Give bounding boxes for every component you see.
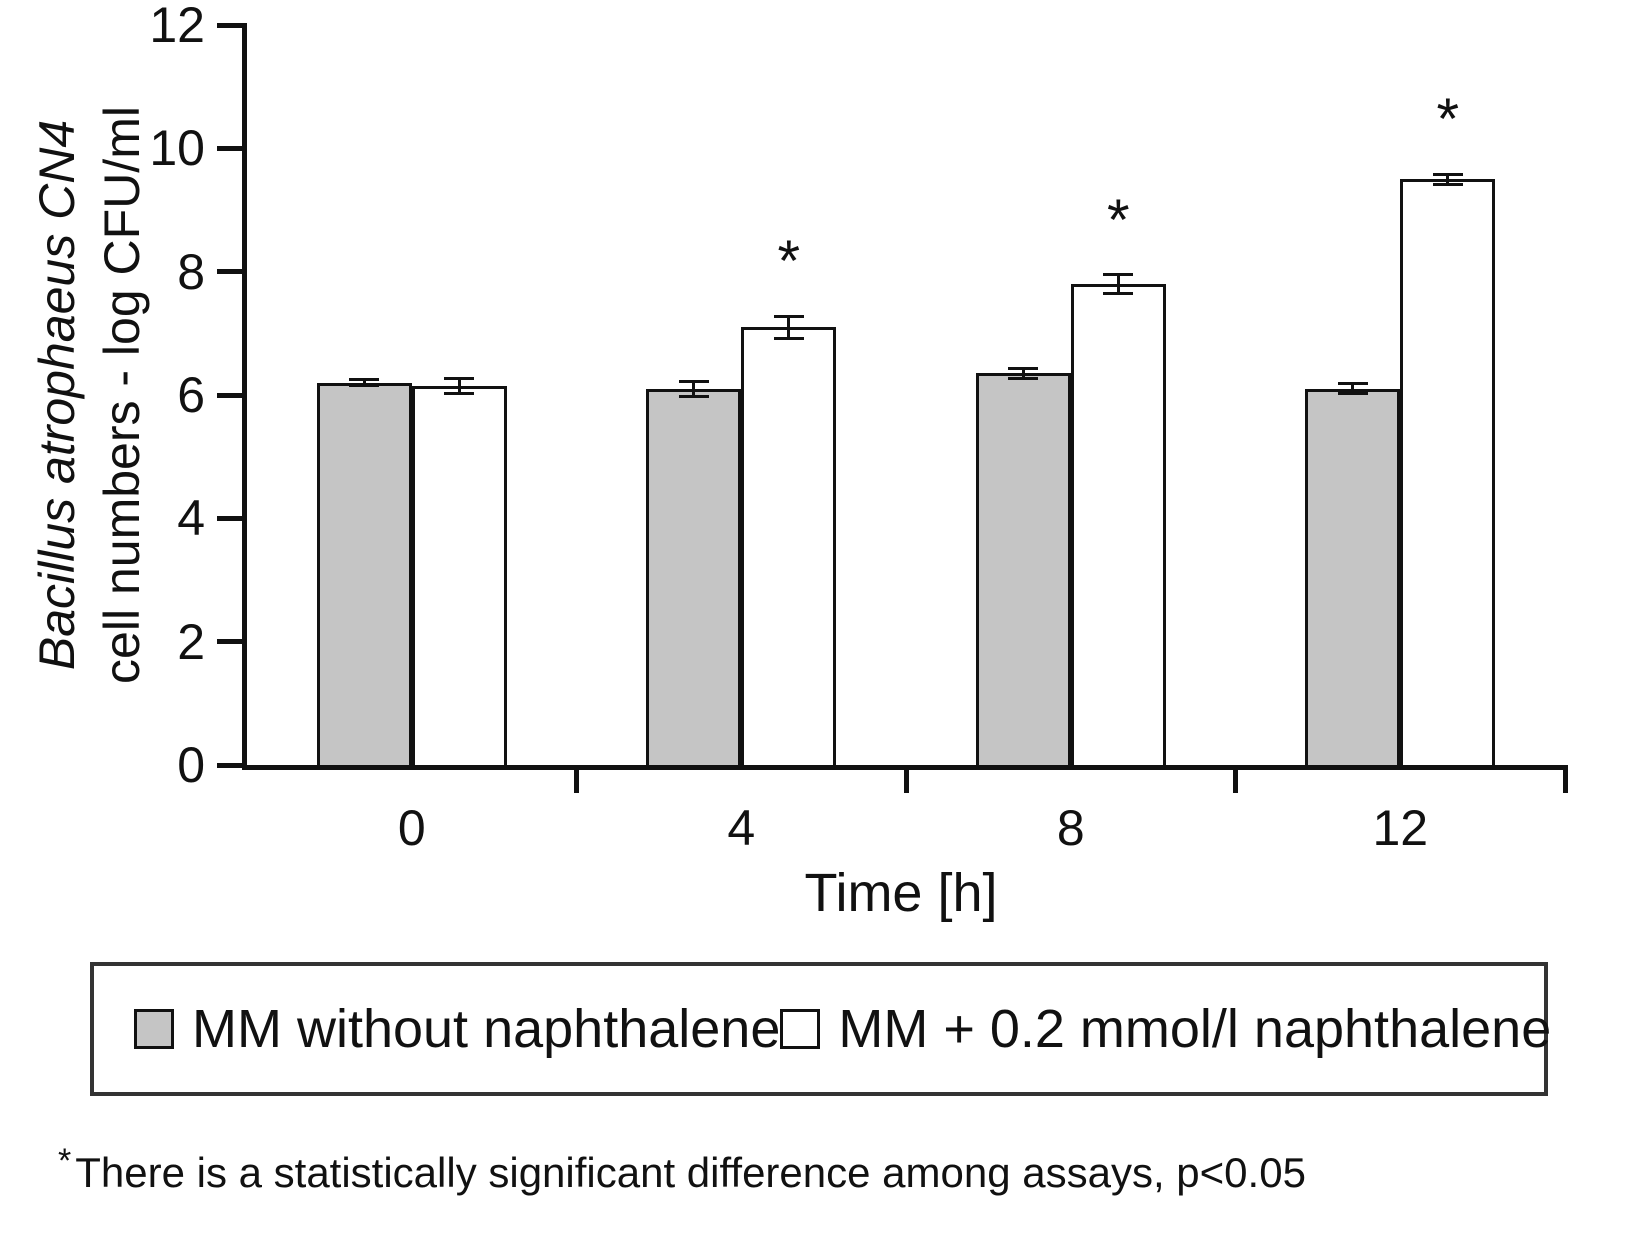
error-bar-cap — [349, 384, 380, 388]
x-axis-tick — [574, 765, 579, 793]
error-bar-cap — [773, 336, 804, 340]
bar-gray-t0 — [316, 382, 412, 765]
error-bar — [457, 378, 461, 394]
legend-label-mm-without-naphthalene: MM without naphthalene — [192, 999, 781, 1059]
legend-swatch-white — [780, 1009, 821, 1049]
x-axis-tick — [1233, 765, 1238, 793]
bar-white-t12 — [1400, 179, 1496, 765]
error-bar-cap — [444, 376, 475, 380]
y-axis-tick — [217, 22, 247, 28]
error-bar-cap — [1337, 392, 1368, 396]
footnote-text: There is a statistically significant dif… — [75, 1149, 1306, 1196]
bar-gray-t4 — [646, 388, 742, 765]
y-axis-tick-label: 2 — [177, 613, 205, 670]
y-axis-tick-label: 0 — [177, 737, 205, 793]
bar-white-t8 — [1070, 284, 1166, 765]
error-bar-cap — [444, 391, 475, 395]
x-axis-category-label: 4 — [727, 800, 756, 856]
error-bar — [692, 381, 696, 397]
error-bar-cap — [773, 314, 804, 318]
error-bar-cap — [1008, 366, 1039, 370]
y-axis-tick — [217, 392, 247, 398]
error-bar-cap — [349, 378, 380, 382]
y-axis-label-text: Bacillus atrophaeus CN4 cell numbers - l… — [25, 106, 155, 684]
x-axis-category-label: 8 — [1056, 800, 1085, 856]
y-axis-tick — [217, 762, 247, 768]
y-axis-tick — [217, 515, 247, 521]
error-bar-cap — [678, 379, 709, 383]
error-bar — [787, 316, 791, 339]
y-axis-tick — [217, 639, 247, 645]
y-axis-tick — [217, 145, 247, 151]
bar-white-t0 — [411, 385, 507, 765]
bar-white-t4 — [741, 327, 837, 765]
error-bar — [1351, 383, 1355, 394]
significance-asterisk: * — [1436, 87, 1460, 153]
y-axis-tick-label: 12 — [149, 0, 205, 53]
error-bar — [362, 379, 366, 386]
error-bar — [1021, 368, 1025, 379]
footnote: *There is a statistically significant di… — [58, 1142, 1306, 1197]
plot-area: 0 2 4 6 8 10 12 0 4 * 8 * 12 * — [149, 0, 1568, 856]
x-axis-category-label: 0 — [397, 800, 426, 856]
error-bar-cap — [1337, 382, 1368, 386]
x-axis-tick — [1562, 765, 1568, 793]
legend-item-mm-without-naphthalene: MM without naphthalene — [134, 998, 780, 1060]
x-axis-tick — [903, 765, 909, 793]
error-bar — [1446, 174, 1450, 185]
error-bar-cap — [1432, 182, 1463, 186]
significance-asterisk: * — [1106, 187, 1130, 253]
error-bar-cap — [678, 394, 709, 398]
footnote-asterisk: * — [58, 1142, 72, 1180]
error-bar-cap — [1008, 376, 1039, 380]
x-axis-category-label: 12 — [1372, 800, 1429, 856]
y-axis-tick-label: 10 — [149, 120, 205, 177]
bar-gray-t12 — [1305, 388, 1401, 765]
x-axis-label: Time [h] — [804, 863, 998, 923]
y-axis-tick-label: 8 — [177, 243, 205, 300]
y-axis-label-line1: Bacillus atrophaeus CN4 — [29, 119, 85, 671]
legend-item-mm-with-naphthalene: MM + 0.2 mmol/l naphthalene — [780, 998, 1551, 1060]
y-axis-label-line2: cell numbers - log CFU/ml — [94, 106, 150, 684]
legend: MM without naphthalene MM + 0.2 mmol/l n… — [90, 962, 1551, 1096]
significance-asterisk: * — [777, 229, 801, 295]
y-axis-tick-label: 4 — [177, 490, 205, 547]
error-bar-cap — [1432, 172, 1463, 176]
error-bar-cap — [1103, 273, 1134, 277]
bar-gray-t8 — [975, 373, 1071, 765]
legend-label-mm-with-naphthalene: MM + 0.2 mmol/l naphthalene — [838, 999, 1552, 1059]
error-bar — [1116, 274, 1120, 294]
error-bar-cap — [1103, 291, 1134, 295]
legend-swatch-gray — [134, 1009, 174, 1049]
y-axis-tick — [217, 269, 247, 275]
y-axis-tick-label: 6 — [177, 367, 205, 423]
